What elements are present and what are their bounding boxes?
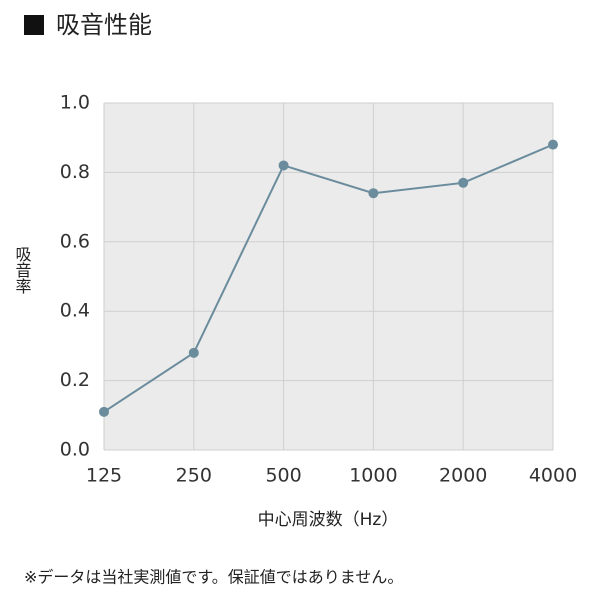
x-tick-label: 4000 <box>529 465 577 487</box>
y-tick-label: 0.6 <box>60 230 90 252</box>
x-tick-label: 125 <box>86 465 122 487</box>
x-tick-label: 1000 <box>349 465 397 487</box>
data-point <box>368 188 379 199</box>
title-marker <box>24 15 44 35</box>
y-tick-label: 0.0 <box>60 439 90 461</box>
y-tick-label: 0.8 <box>60 161 90 183</box>
y-tick-label: 0.2 <box>60 369 90 391</box>
y-tick-label: 0.4 <box>60 300 90 322</box>
footnote: ※データは当社実測値です。保証値ではありません。 <box>24 568 403 587</box>
plot-area <box>104 103 553 450</box>
y-axis-label: 吸音率 <box>13 246 32 294</box>
x-axis-label: 中心周波数（Hz） <box>258 510 399 530</box>
data-point <box>458 177 469 188</box>
data-point <box>278 160 289 171</box>
x-tick-label: 2000 <box>439 465 487 487</box>
data-point <box>188 347 199 358</box>
y-tick-label: 1.0 <box>60 92 90 114</box>
chart-title: 吸音性能 <box>56 11 152 39</box>
x-tick-label: 250 <box>176 465 212 487</box>
data-line <box>103 143 554 413</box>
data-point <box>99 406 109 417</box>
data-point <box>548 139 558 150</box>
x-tick-label: 500 <box>265 465 301 487</box>
